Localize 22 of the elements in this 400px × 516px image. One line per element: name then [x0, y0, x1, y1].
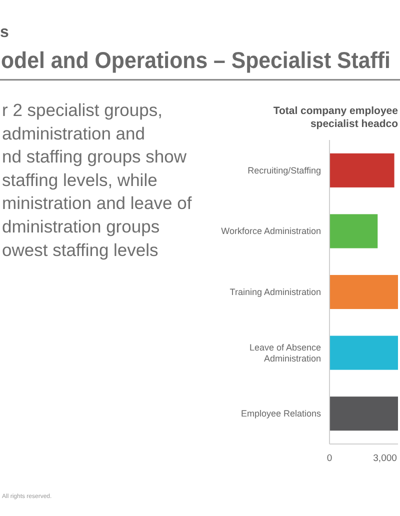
text: odel and Operations – Specialist Staffi [1, 47, 390, 74]
x-tick-label: 3,000 [373, 453, 397, 464]
text: nd staffing groups show [2, 146, 187, 167]
text: ministration and leave of [2, 193, 192, 214]
y-tick-label: Workforce Administration [221, 226, 321, 236]
bar [330, 336, 398, 370]
text: s [0, 24, 9, 41]
x-tick-label: 0 [326, 453, 332, 464]
y-tick-label: Recruiting/Staffing [248, 165, 321, 176]
text: r 2 specialist groups, [2, 100, 162, 120]
text: dministration groups [2, 216, 160, 236]
text: administration and [2, 123, 145, 144]
y-tick-label: Leave of Absence Administration [249, 342, 321, 364]
chart-title: Total company employee specialist headco [273, 105, 398, 130]
bar [330, 396, 398, 431]
bar [330, 214, 378, 248]
bar [330, 153, 394, 188]
bar [330, 274, 398, 310]
text: staffing levels, while [2, 170, 158, 190]
text: owest staffing levels [2, 240, 159, 260]
y-tick-label: Training Administration [230, 287, 321, 297]
y-tick-label: Employee Relations [240, 408, 322, 419]
